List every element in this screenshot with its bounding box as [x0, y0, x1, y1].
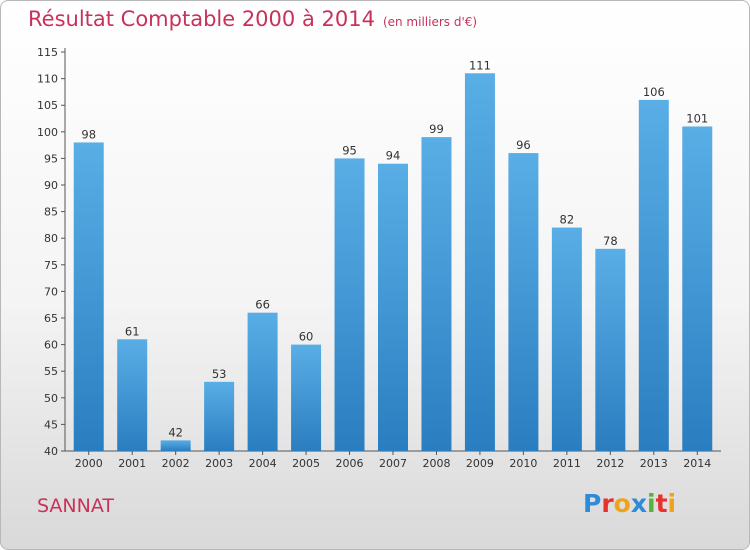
bar-2003 — [204, 381, 235, 451]
proxiti-logo: Proxiti — [583, 489, 676, 518]
bar-2010 — [508, 153, 539, 451]
data-label-2002: 42 — [168, 425, 183, 439]
x-tick-label: 2012 — [596, 457, 624, 470]
bar-series — [73, 73, 713, 451]
x-axis: 2000 2001 2002 2003 2004 2005 2006 2007 2008 2009… — [65, 450, 721, 470]
y-tick-label: 100 — [37, 126, 58, 139]
chart-subtitle: (en milliers d'€) — [382, 15, 478, 29]
y-tick-label: 115 — [37, 46, 58, 59]
y-tick-label: 45 — [44, 418, 58, 431]
y-tick-label: 65 — [44, 312, 58, 325]
y-tick-label: 105 — [37, 99, 58, 112]
x-tick-label: 2003 — [205, 457, 233, 470]
y-tick-label: 90 — [44, 179, 58, 192]
y-tick-label: 40 — [44, 445, 58, 458]
y-tick-label: 60 — [44, 339, 58, 352]
bar-2007 — [378, 163, 408, 451]
bar-2002 — [160, 440, 191, 451]
x-tick-label: 2005 — [292, 457, 320, 470]
y-tick-label: 85 — [44, 206, 58, 219]
x-tick-label: 2000 — [75, 457, 103, 470]
data-label-2000: 98 — [81, 127, 96, 141]
commune-name: SANNAT — [37, 495, 114, 517]
x-tick-label: 2001 — [118, 457, 146, 470]
logo-letter: i — [647, 489, 656, 518]
data-label-2004: 66 — [255, 298, 270, 312]
x-tick-label: 2014 — [683, 457, 711, 470]
chart-title: Résultat Comptable 2000 à 2014 (en millie… — [28, 7, 477, 31]
chart-title-text: Résultat Comptable 2000 à 2014 — [28, 7, 375, 31]
y-tick-label: 95 — [44, 152, 58, 165]
data-label-2008: 99 — [429, 122, 444, 136]
data-label-2007: 94 — [386, 149, 401, 163]
data-label-2003: 53 — [212, 367, 227, 381]
x-tick-label: 2010 — [509, 457, 537, 470]
x-tick-label: 2006 — [336, 457, 364, 470]
y-tick-label: 70 — [44, 285, 58, 298]
x-tick-label: 2009 — [466, 457, 494, 470]
x-tick-label: 2002 — [162, 457, 190, 470]
logo-letter: x — [630, 489, 647, 518]
data-label-2013: 106 — [643, 85, 665, 99]
y-tick-label: 50 — [44, 392, 58, 405]
y-tick-label: 80 — [44, 232, 58, 245]
logo-letter: r — [601, 489, 614, 518]
x-tick-label: 2011 — [553, 457, 581, 470]
bar-2000 — [73, 142, 104, 451]
y-tick-label: 75 — [44, 259, 58, 272]
y-tick-label: 55 — [44, 365, 58, 378]
logo-letter: P — [583, 489, 602, 518]
bar-2001 — [117, 339, 148, 451]
data-label-2005: 60 — [299, 330, 314, 344]
x-tick-label: 2013 — [640, 457, 668, 470]
data-label-2011: 82 — [560, 213, 575, 227]
y-axis: 40 45 50 55 60 65 70 75 80 85 90 95 100 105 110 115 — [37, 46, 66, 458]
bar-2008 — [421, 137, 452, 451]
data-label-2001: 61 — [125, 324, 140, 338]
bar-2005 — [291, 344, 322, 451]
data-label-2006: 95 — [342, 143, 357, 157]
y-tick-label: 110 — [37, 73, 58, 86]
logo-letter: i — [667, 489, 677, 518]
logo-letter: t — [655, 489, 668, 518]
data-labels: 98 61 42 53 66 60 95 94 99 111 96 82 78 106 101 — [81, 58, 708, 439]
x-tick-label: 2008 — [422, 457, 450, 470]
data-label-2009: 111 — [469, 58, 491, 72]
data-label-2012: 78 — [603, 234, 618, 248]
bar-2011 — [551, 227, 582, 451]
bar-2004 — [247, 312, 278, 451]
data-label-2010: 96 — [516, 138, 531, 152]
bar-2012 — [595, 248, 626, 451]
x-tick-label: 2004 — [249, 457, 277, 470]
bar-2009 — [464, 73, 495, 451]
x-tick-label: 2007 — [379, 457, 407, 470]
bar-2013 — [638, 99, 669, 451]
bar-2014 — [682, 126, 713, 451]
logo-letter: o — [613, 489, 631, 518]
bar-2006 — [334, 158, 365, 451]
data-label-2014: 101 — [686, 111, 708, 125]
